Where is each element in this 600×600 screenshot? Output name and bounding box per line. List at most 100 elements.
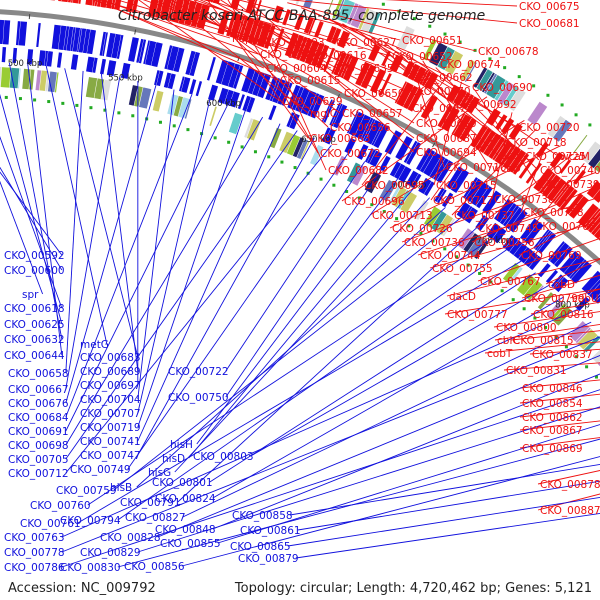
reverse-gene-label: CKO_00600	[4, 265, 65, 277]
guide-dot	[574, 113, 578, 117]
reverse-cds-track	[323, 100, 335, 123]
reverse-gene-label: CKO_00683	[80, 352, 141, 364]
reverse-cds-track	[570, 261, 592, 284]
reverse-cds-track	[436, 160, 454, 184]
guide-dot	[158, 120, 162, 124]
genome-backbone	[0, 9, 600, 266]
reverse-cds-track-inner	[163, 72, 172, 88]
gc-band-outer	[437, 46, 455, 70]
reverse-gene-label: CKO_00791	[120, 497, 181, 509]
reverse-cds-track	[287, 84, 301, 109]
forward-leader-line	[429, 221, 600, 269]
reverse-cds-track	[360, 117, 374, 141]
forward-cds-track	[437, 104, 453, 128]
reverse-cds-track-inner	[505, 236, 519, 252]
forward-gene-label: CKO_00657	[342, 108, 403, 120]
gc-band-inner	[0, 67, 11, 88]
forward-gene-label: CKO_00744	[420, 250, 481, 262]
guide-dot	[18, 97, 22, 101]
reverse-leader-line	[0, 93, 63, 325]
forward-gene-label: dacD	[449, 291, 476, 303]
forward-cds-track-outer	[271, 5, 284, 23]
forward-cds-track-outer	[501, 117, 515, 135]
forward-gene-label: CKO_00681	[519, 18, 580, 30]
reverse-cds-track-inner	[46, 51, 53, 67]
reverse-cds-track-inner	[156, 70, 164, 87]
forward-cds-track	[499, 144, 516, 166]
forward-gene-label: CKO_00682	[328, 165, 389, 177]
reverse-cds-track-inner	[181, 76, 191, 93]
reverse-cds-track	[0, 19, 5, 45]
reverse-cds-track-inner	[217, 87, 229, 104]
forward-leader-line	[328, 17, 455, 105]
forward-leader-line	[422, 60, 491, 169]
forward-cds-track	[378, 73, 392, 96]
gc-band-outer	[581, 141, 600, 164]
forward-gene-label: CKO_00887	[540, 505, 600, 517]
guide-dot	[431, 239, 435, 243]
forward-cds-track	[420, 95, 438, 120]
reverse-cds-track	[78, 28, 87, 53]
reverse-cds-track-inner	[237, 94, 245, 110]
forward-leader-line	[183, 0, 341, 114]
guide-dot	[511, 298, 515, 302]
forward-gene-label: CKO_00635	[333, 63, 394, 75]
forward-gene-label: CKO_00656	[330, 122, 391, 134]
forward-cds-track	[343, 56, 359, 81]
reverse-cds-track	[446, 166, 464, 190]
forward-leader-line	[433, 81, 463, 186]
gc-band-outer	[460, 59, 476, 82]
reverse-gene-label: CKO_00861	[240, 525, 301, 537]
reverse-cds-track	[221, 61, 235, 87]
reverse-gene-label: CKO_00705	[8, 454, 69, 466]
reverse-cds-track	[18, 21, 28, 46]
forward-cds-track	[299, 37, 314, 63]
forward-gene-label: CKO_00837	[532, 349, 593, 361]
reverse-cds-track	[136, 38, 144, 63]
reverse-cds-track-inner	[367, 149, 376, 164]
forward-leader-line	[314, 12, 471, 88]
reverse-cds-track-inner	[286, 112, 295, 128]
forward-leader-line	[152, 0, 332, 69]
gc-band-outer	[481, 72, 495, 93]
guide-dot	[293, 166, 297, 170]
forward-gene-label: CKO_00616	[306, 50, 367, 62]
forward-gene-label: CKO_00604	[266, 63, 327, 75]
forward-gene-label: CKO_00755	[432, 263, 493, 275]
forward-gene-label: CKO_00687	[416, 133, 477, 145]
gc-band-inner	[39, 70, 48, 92]
reverse-cds-track	[138, 39, 147, 64]
reverse-gene-label: CKO_00684	[8, 412, 69, 424]
reverse-cds-track-inner	[92, 57, 98, 73]
reverse-gene-label: CKO_00676	[8, 398, 69, 410]
reverse-cds-track	[549, 242, 570, 265]
forward-leader-line	[545, 258, 600, 285]
forward-cds-track	[67, 0, 71, 3]
forward-leader-line	[417, 196, 600, 256]
gc-band-inner	[546, 300, 564, 319]
forward-cds-track	[568, 195, 589, 219]
reverse-cds-track	[554, 246, 573, 268]
forward-leader-line	[369, 34, 499, 156]
guide-dot	[213, 136, 217, 140]
reverse-leader-line	[209, 272, 536, 483]
reverse-cds-track	[77, 28, 82, 53]
gc-band-outer	[473, 67, 488, 88]
forward-gene-label: CKO_00878	[540, 479, 600, 491]
kbp-label: 550 kbp	[108, 74, 143, 84]
reverse-cds-track-inner	[502, 234, 514, 249]
forward-gene-label: CKO_00846	[522, 383, 583, 395]
forward-cds-track	[577, 203, 599, 227]
gc-band-outer	[594, 161, 600, 173]
guide-dot	[412, 17, 416, 21]
forward-cds-track-outer	[368, 44, 381, 62]
reverse-leader-line	[212, 373, 600, 530]
reverse-cds-track-inner	[246, 97, 256, 113]
reverse-cds-track	[300, 90, 317, 116]
gc-band-inner	[47, 71, 57, 93]
reverse-cds-track-inner	[324, 128, 336, 145]
forward-leader-line	[287, 2, 477, 52]
reverse-gene-label: CKO_00707	[80, 408, 141, 420]
forward-cds-track	[539, 172, 556, 194]
guide-dot	[419, 231, 423, 235]
